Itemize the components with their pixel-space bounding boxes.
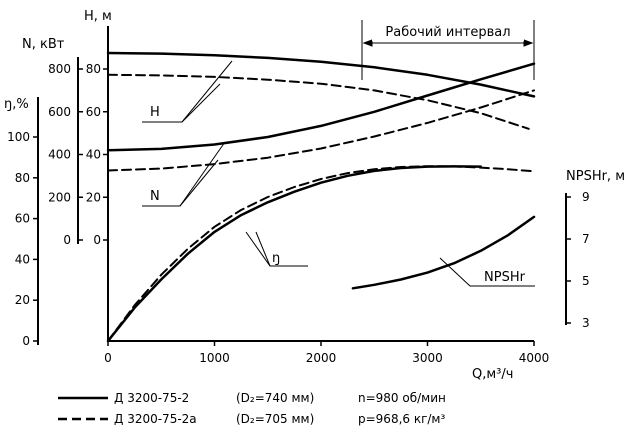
eta-tick-label: 60: [15, 212, 30, 226]
legend-dashed-param: p=968,6 кг/м³: [358, 412, 445, 426]
curve-callouts: [142, 60, 535, 287]
x-axis-title: Q,м³/ч: [472, 367, 513, 382]
eta-axis-ticks: 0 20 40 60 80 100: [7, 130, 38, 348]
x-tick-label: 3000: [412, 351, 443, 365]
working-interval-arrowhead-left: [362, 39, 373, 47]
n-tick-label: 800: [48, 62, 71, 76]
npsh-label-leader: [439, 257, 535, 287]
x-tick-label: 4000: [519, 351, 550, 365]
eta-tick-label: 100: [7, 130, 30, 144]
npsh-curve-solid: [351, 215, 536, 290]
legend-dashed-diameter: (D₂=705 мм): [236, 412, 314, 426]
n-curve-dashed: [107, 89, 535, 172]
eta-label-leader-2: [255, 231, 271, 267]
npsh-tick-label: 3: [582, 316, 590, 330]
n-axis-title: N, кВт: [22, 37, 65, 52]
eta-tick-label: 40: [15, 252, 30, 266]
working-interval-label: Рабочий интервал: [385, 25, 510, 40]
curves: [106, 51, 536, 343]
x-tick-label: 2000: [306, 351, 337, 365]
legend-solid-param: n=980 об/мин: [358, 391, 446, 405]
eta-tick-label: 80: [15, 171, 30, 185]
npsh-axis-title: NPSHr, м: [566, 169, 625, 184]
legend-solid-pump: Д 3200-75-2: [114, 391, 189, 405]
working-interval-label-bg: [372, 21, 524, 41]
legend-dashed-pump: Д 3200-75-2а: [114, 412, 197, 426]
h-tick-label: 20: [86, 190, 101, 204]
npsh-tick-label: 9: [582, 190, 590, 204]
x-tick-label: 0: [104, 351, 112, 365]
h-curve-label: H: [150, 105, 160, 120]
eta-axis-title: ŋ,%: [4, 97, 29, 112]
h-tick-label: 0: [93, 233, 101, 247]
legend: Д 3200-75-2 (D₂=740 мм) n=980 об/мин Д 3…: [58, 391, 446, 426]
h-tick-label: 40: [86, 148, 101, 162]
n-axis-ticks: 0 200 400 600 800: [48, 62, 83, 247]
h-axis-title: H, м: [84, 9, 112, 24]
n-curve-label: N: [150, 189, 160, 204]
eta-tick-label: 0: [22, 334, 30, 348]
working-interval: [361, 20, 535, 80]
n-tick-label: 0: [63, 233, 71, 247]
h-curve-dashed: [107, 73, 530, 130]
npsh-tick-label: 7: [582, 232, 590, 246]
eta-curve-dashed: [107, 165, 535, 342]
h-tick-label: 80: [86, 62, 101, 76]
n-label-leader-2: [179, 159, 219, 207]
eta-tick-label: 20: [15, 293, 30, 307]
x-tick-label: 1000: [199, 351, 230, 365]
eta-curve-solid: [106, 165, 483, 343]
h-axis-ticks: 0 20 40 60 80: [86, 62, 108, 247]
eta-curve-label: ŋ: [272, 251, 280, 266]
n-curve-solid: [106, 62, 536, 152]
n-tick-label: 400: [48, 148, 71, 162]
x-axis-ticks: 0 1000 2000 3000 4000: [104, 341, 549, 365]
npsh-axis-ticks: 3 5 7 9: [566, 190, 590, 330]
h-tick-label: 60: [86, 105, 101, 119]
n-tick-label: 600: [48, 105, 71, 119]
h-label-leader-2: [181, 83, 221, 123]
working-interval-arrowhead-right: [523, 39, 534, 47]
n-tick-label: 200: [48, 190, 71, 204]
h-curve-solid: [106, 51, 536, 98]
legend-solid-diameter: (D₂=740 мм): [236, 391, 314, 405]
npsh-tick-label: 5: [582, 274, 590, 288]
npsh-curve-label: NPSHr: [484, 270, 526, 285]
